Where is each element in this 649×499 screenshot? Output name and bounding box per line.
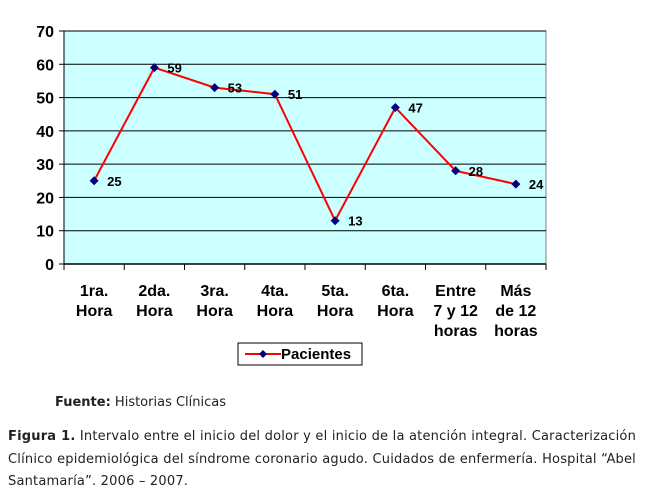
data-point: [330, 216, 340, 226]
data-point: [270, 89, 280, 99]
data-point: [451, 166, 461, 176]
y-tick-label: 70: [36, 24, 54, 41]
line-chart: 0 10 20 30 40 50 60 70 1ra. Hora 2da. Hora 3ra. Hora…: [36, 24, 547, 366]
data-label: 13: [348, 214, 362, 229]
data-point: [210, 83, 220, 93]
y-tick-label: 10: [36, 224, 54, 241]
series-line: [93, 66, 517, 223]
data-label: 25: [107, 174, 121, 189]
x-tick-label: 6ta. Hora: [377, 283, 414, 320]
legend-label: Pacientes: [281, 346, 351, 363]
legend: Pacientes: [237, 342, 363, 366]
data-point: [149, 63, 159, 73]
y-tick-label: 20: [36, 190, 54, 207]
plot-area: [63, 30, 547, 265]
gridlines: [64, 30, 546, 232]
source-text: Historias Clínicas: [110, 395, 227, 410]
y-axis-ticks: 0 10 20 30 40 50 60 70: [36, 24, 64, 274]
y-tick-label: 30: [36, 157, 54, 174]
caption-text: Intervalo entre el inicio del dolor y el…: [8, 429, 637, 489]
x-tick-label: 4ta. Hora: [257, 283, 294, 320]
figure-caption: Figura 1. Intervalo entre el inicio del …: [8, 426, 636, 494]
data-point: [390, 103, 400, 113]
series-pacientes: [89, 63, 521, 226]
caption-label: Figura 1.: [8, 429, 76, 444]
y-tick-label: 60: [36, 57, 54, 74]
y-tick-label: 50: [36, 91, 54, 108]
legend-marker-icon: [259, 350, 267, 358]
y-tick-label: 0: [45, 257, 54, 274]
x-axis-ticks: 1ra. Hora 2da. Hora 3ra. Hora 4ta. Hora 5ta. Hora…: [63, 264, 547, 340]
x-tick-label: 2da. Hora: [136, 283, 173, 320]
x-tick-label: Entre 7 y 12 horas: [433, 283, 478, 340]
data-label: 47: [408, 101, 422, 116]
x-tick-label: 1ra. Hora: [76, 283, 113, 320]
source-note: Fuente: Historias Clínicas: [55, 395, 226, 410]
x-tick-label: 3ra. Hora: [196, 283, 233, 320]
data-point: [89, 176, 99, 186]
data-label: 24: [529, 177, 544, 192]
data-labels: 25 59 53 51 13 47 28 24: [107, 61, 544, 229]
data-label: 59: [167, 61, 181, 76]
source-label: Fuente:: [55, 395, 111, 410]
data-point: [511, 179, 521, 189]
x-tick-label: Más de 12 horas: [494, 283, 538, 340]
data-label: 28: [469, 164, 483, 179]
data-label: 53: [228, 81, 242, 96]
x-tick-label: 5ta. Hora: [317, 283, 354, 320]
data-label: 51: [288, 87, 302, 102]
legend-box: [237, 342, 363, 366]
y-tick-label: 40: [36, 124, 54, 141]
